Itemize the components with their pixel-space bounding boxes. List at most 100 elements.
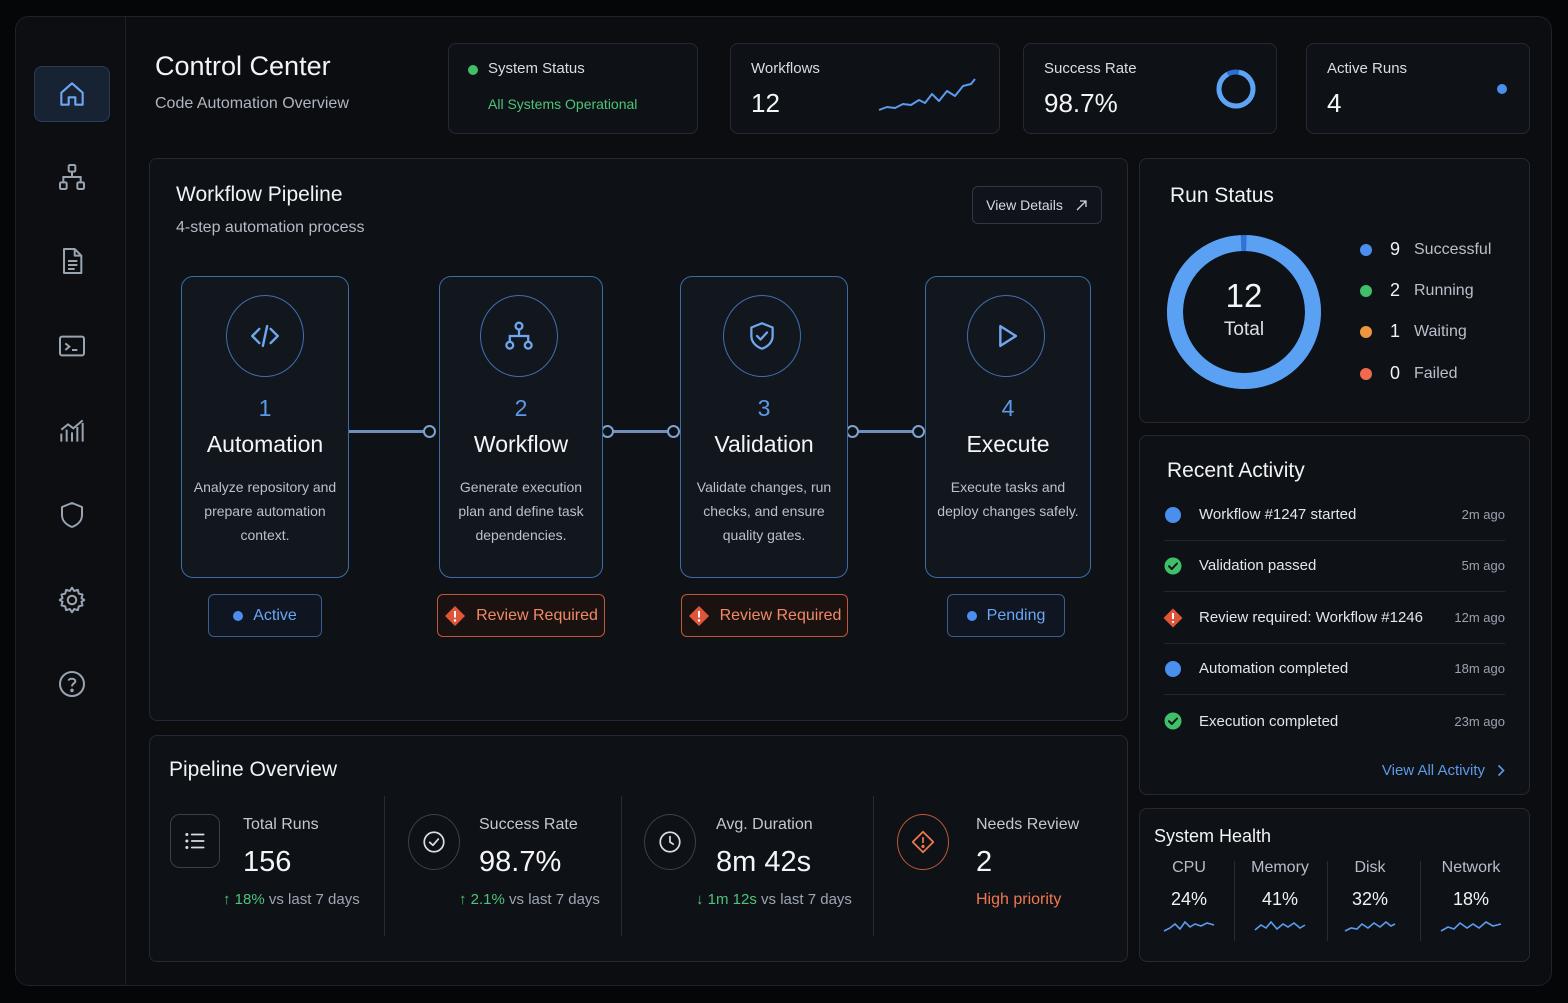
view-all-label: View All Activity <box>1381 762 1485 779</box>
pipeline-step-execute[interactable]: 4 Execute Execute tasks and deploy chang… <box>925 276 1091 578</box>
active-runs-card[interactable]: Active Runs 4 <box>1306 43 1530 134</box>
sidebar-item-analytics[interactable] <box>34 403 110 459</box>
sidebar-item-help[interactable] <box>34 656 110 712</box>
activity-time: 12m ago <box>1454 610 1505 625</box>
delta-caption: vs last 7 days <box>509 891 600 908</box>
view-details-button[interactable]: View Details <box>972 186 1102 224</box>
legend-dot <box>1360 325 1372 338</box>
terminal-icon <box>59 335 85 357</box>
run-status-total-label: Total <box>1223 319 1265 340</box>
sidebar-item-workflows[interactable] <box>34 149 110 205</box>
success-rate-value: 98.7% <box>1044 88 1118 118</box>
system-health-panel: System Health CPU 24% Memory 41% Disk 32… <box>1139 808 1530 962</box>
legend-dot <box>1360 367 1372 380</box>
run-status-title: Run Status <box>1170 184 1274 207</box>
workflows-card[interactable]: Workflows 12 <box>730 43 1000 134</box>
view-all-activity-link[interactable]: View All Activity <box>1382 762 1505 779</box>
health-label: Memory <box>1251 859 1309 876</box>
list-icon-box <box>170 814 220 868</box>
hierarchy-icon <box>505 321 533 350</box>
connector-3-4 <box>853 430 919 433</box>
arrow-up-icon: ↑ <box>459 891 471 908</box>
step-status-badge[interactable]: Review Required <box>437 594 605 637</box>
step-status-badge[interactable]: Review Required <box>681 594 848 637</box>
recent-activity-panel: Recent Activity Workflow #1247 started 2… <box>1139 435 1530 795</box>
pipeline-title: Workflow Pipeline <box>176 183 343 206</box>
page-subtitle: Code Automation Overview <box>155 95 349 112</box>
success-rate-delta: ↑ 2.1% vs last 7 days <box>459 891 600 908</box>
health-sparkline <box>1254 920 1306 931</box>
step-status-badge[interactable]: Active <box>208 594 322 637</box>
activity-item[interactable]: Review required: Workflow #1246 12m ago <box>1163 592 1505 644</box>
status-label: Active <box>253 606 297 624</box>
pipeline-subtitle: 4-step automation process <box>176 219 365 236</box>
page-title: Control Center <box>155 51 331 81</box>
sidebar-item-home[interactable] <box>34 66 110 122</box>
status-label: Pending <box>986 606 1046 624</box>
health-label: CPU <box>1172 859 1206 876</box>
delta-caption: vs last 7 days <box>268 891 360 908</box>
system-status-card[interactable]: System Status All Systems Operational <box>448 43 698 134</box>
warning-diamond-icon <box>445 605 466 626</box>
divider <box>873 796 874 936</box>
run-status-total: 12 <box>1225 277 1263 314</box>
pipeline-overview-panel: Pipeline Overview Total Runs 156 ↑ 18% v… <box>149 735 1128 962</box>
check-circle-icon <box>1164 557 1182 574</box>
activity-item[interactable]: Workflow #1247 started 2m ago <box>1164 489 1505 541</box>
legend-failed: 0 Failed <box>1360 363 1458 384</box>
status-dot <box>233 610 244 621</box>
needs-review-note: High priority <box>976 891 1062 908</box>
activity-item[interactable]: Validation passed 5m ago <box>1164 540 1505 592</box>
warning-diamond-icon <box>911 830 935 854</box>
activity-item[interactable]: Execution completed 23m ago <box>1164 695 1505 747</box>
chevron-right-icon <box>1497 764 1505 777</box>
step-description: Execute tasks and deploy changes safely. <box>937 479 1079 519</box>
status-label: Review Required <box>476 606 598 624</box>
sidebar-item-documents[interactable] <box>34 233 110 289</box>
step-number: 1 <box>258 395 272 421</box>
step-icon-ring <box>967 295 1045 377</box>
sidebar <box>16 17 126 985</box>
sidebar-item-settings[interactable] <box>34 572 110 628</box>
connector-2-3 <box>608 430 674 433</box>
activity-item[interactable]: Automation completed 18m ago <box>1164 643 1505 695</box>
connector-node <box>423 425 436 438</box>
list-icon <box>185 832 205 850</box>
delta-value: 1m 12s <box>707 891 757 908</box>
system-status-label: System Status <box>488 60 585 77</box>
shield-icon <box>61 502 83 528</box>
pipeline-step-validation[interactable]: 3 Validation Validate changes, run check… <box>680 276 848 578</box>
legend-successful: 9 Successful <box>1360 239 1491 260</box>
success-rate-value: 98.7% <box>479 846 562 878</box>
success-rate-card[interactable]: Success Rate 98.7% <box>1023 43 1277 134</box>
gear-icon <box>58 586 86 614</box>
step-status-badge[interactable]: Pending <box>947 594 1065 637</box>
health-disk: Disk 32% <box>1325 859 1415 939</box>
hierarchy-icon <box>59 164 85 190</box>
code-icon <box>251 324 279 348</box>
active-runs-label: Active Runs <box>1327 60 1408 77</box>
sidebar-item-terminal[interactable] <box>34 318 110 374</box>
health-sparkline <box>1344 920 1396 932</box>
status-dot <box>468 65 478 75</box>
step-description: Analyze repository and prepare automatio… <box>193 479 337 543</box>
health-memory: Memory 41% <box>1235 859 1325 939</box>
health-value: 32% <box>1351 889 1389 909</box>
success-rate-ring <box>1216 69 1256 109</box>
health-label: Disk <box>1354 859 1386 876</box>
step-name: Automation <box>206 431 324 457</box>
step-icon-ring <box>226 295 304 377</box>
active-runs-value: 4 <box>1327 88 1342 118</box>
sidebar-item-security[interactable] <box>34 487 110 543</box>
connector-node <box>912 425 925 438</box>
activity-text: Execution completed <box>1199 712 1339 730</box>
pipeline-step-workflow[interactable]: 2 Workflow Generate execution plan and d… <box>439 276 603 578</box>
pipeline-step-automation[interactable]: 1 Automation Analyze repository and prep… <box>181 276 349 578</box>
step-description: Validate changes, run checks, and ensure… <box>696 479 832 543</box>
step-name: Validation <box>714 431 814 457</box>
app-window: Control Center Code Automation Overview … <box>15 16 1552 986</box>
avg-duration-delta: ↓ 1m 12s vs last 7 days <box>696 891 852 908</box>
delta-caption: vs last 7 days <box>761 891 852 908</box>
clock-icon <box>659 831 681 853</box>
health-sparkline <box>1440 921 1502 932</box>
